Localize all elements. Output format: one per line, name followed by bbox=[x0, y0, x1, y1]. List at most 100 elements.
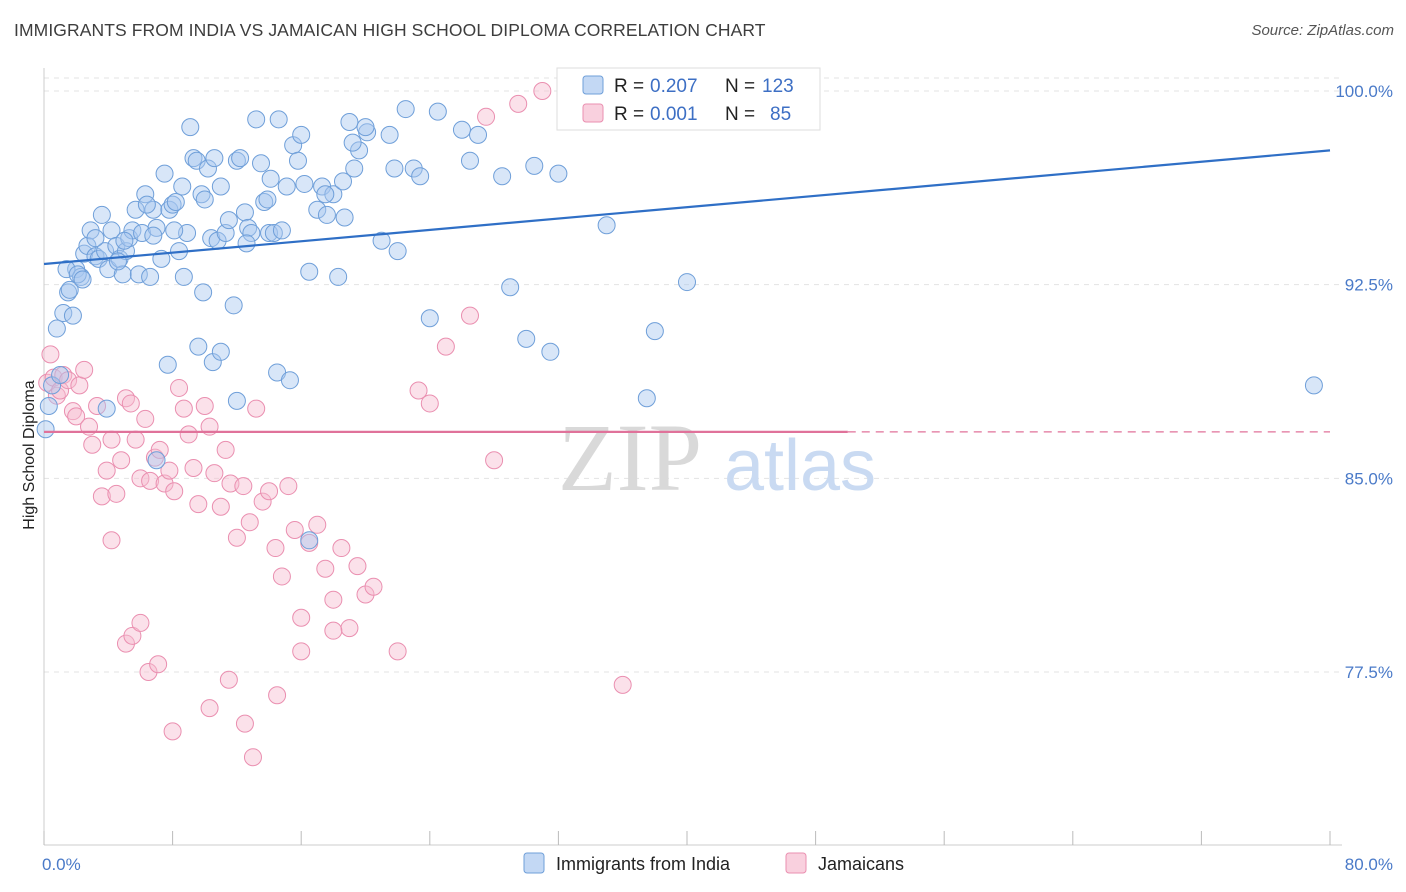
jamaicans-point bbox=[308, 515, 327, 534]
jamaicans-point bbox=[324, 621, 343, 640]
jamaicans-point bbox=[316, 559, 335, 578]
india-point bbox=[637, 389, 656, 408]
india-point bbox=[380, 125, 399, 144]
india-point bbox=[549, 164, 568, 183]
india-point bbox=[335, 208, 354, 227]
jamaicans-point bbox=[235, 714, 254, 733]
india-point bbox=[247, 110, 266, 129]
india-point bbox=[211, 177, 230, 196]
jamaicans-point bbox=[75, 360, 94, 379]
india-point bbox=[158, 355, 177, 374]
y-axis-label: High School Diploma bbox=[21, 380, 38, 530]
jamaicans-point bbox=[272, 567, 291, 586]
jamaicans-point bbox=[388, 642, 407, 661]
india-point bbox=[295, 174, 314, 193]
india-point bbox=[227, 391, 246, 410]
india-point bbox=[460, 151, 479, 170]
india-point bbox=[469, 125, 488, 144]
india-point bbox=[155, 164, 174, 183]
india-point bbox=[184, 149, 203, 168]
series-india-points bbox=[36, 100, 1323, 550]
india-point bbox=[343, 133, 362, 152]
jamaicans-point bbox=[165, 482, 184, 501]
legend-india-n-value: 123 bbox=[762, 76, 794, 97]
india-point bbox=[224, 296, 243, 315]
india-point bbox=[133, 224, 152, 243]
jamaicans-point bbox=[141, 471, 160, 490]
bottom-legend-jamaicans-swatch bbox=[785, 852, 807, 874]
india-point bbox=[99, 260, 118, 279]
jamaicans-point bbox=[324, 590, 343, 609]
india-point bbox=[189, 337, 208, 356]
india-point bbox=[428, 102, 447, 121]
india-point bbox=[525, 156, 544, 175]
india-point bbox=[173, 177, 192, 196]
bottom-legend-india-swatch bbox=[523, 852, 545, 874]
jamaicans-point bbox=[205, 464, 224, 483]
jamaicans-point bbox=[97, 461, 116, 480]
india-point bbox=[39, 397, 58, 416]
india-point bbox=[396, 100, 415, 119]
india-point bbox=[345, 159, 364, 178]
india-point bbox=[194, 283, 213, 302]
jamaicans-point bbox=[292, 642, 311, 661]
india-point bbox=[231, 149, 250, 168]
india-point bbox=[163, 195, 182, 214]
jamaicans-point bbox=[102, 531, 121, 550]
bottom-legend-jamaicans-label: Jamaicans bbox=[818, 854, 904, 874]
jamaicans-point bbox=[409, 381, 428, 400]
jamaicans-point bbox=[279, 477, 298, 496]
watermark-zip: ZIP bbox=[558, 404, 702, 511]
india-point bbox=[239, 218, 258, 237]
legend-bottom: Immigrants from India Jamaicans bbox=[523, 852, 904, 874]
india-point bbox=[1304, 376, 1323, 395]
india-point bbox=[211, 342, 230, 361]
india-point bbox=[92, 205, 111, 224]
india-point bbox=[237, 234, 256, 253]
jamaicans-point bbox=[116, 634, 135, 653]
x-tick-labels: 0.0% 80.0% bbox=[42, 855, 1393, 874]
jamaicans-point bbox=[179, 425, 198, 444]
jamaicans-point bbox=[102, 430, 121, 449]
jamaicans-point bbox=[260, 482, 279, 501]
jamaicans-point bbox=[139, 662, 158, 681]
legend-india-r-label: R = bbox=[614, 76, 644, 97]
jamaicans-point bbox=[485, 451, 504, 470]
watermark-atlas: atlas bbox=[724, 426, 876, 506]
india-point bbox=[300, 262, 319, 281]
jamaicans-point bbox=[460, 306, 479, 325]
jamaicans-point bbox=[340, 619, 359, 638]
jamaicans-point bbox=[240, 513, 259, 532]
india-point bbox=[493, 167, 512, 186]
india-point bbox=[147, 451, 166, 470]
jamaicans-point bbox=[92, 487, 111, 506]
india-point bbox=[372, 231, 391, 250]
jamaicans-point bbox=[285, 520, 304, 539]
jamaicans-point bbox=[234, 477, 253, 496]
jamaicans-point bbox=[160, 461, 179, 480]
legend-india-r-value: 0.207 bbox=[650, 76, 698, 97]
jamaicans-point bbox=[266, 539, 285, 558]
india-point bbox=[97, 399, 116, 418]
legend-jamaicans-swatch bbox=[582, 103, 604, 123]
india-point bbox=[645, 322, 664, 341]
india-point bbox=[195, 190, 214, 209]
india-point bbox=[108, 252, 127, 271]
india-point bbox=[166, 193, 185, 212]
chart-title: IMMIGRANTS FROM INDIA VS JAMAICAN HIGH S… bbox=[14, 20, 766, 40]
jamaicans-point bbox=[174, 399, 193, 418]
india-point bbox=[181, 118, 200, 137]
india-point bbox=[141, 267, 160, 286]
india-point bbox=[255, 193, 274, 212]
jamaicans-point bbox=[211, 497, 230, 516]
y-tick-label: 77.5% bbox=[1345, 663, 1393, 682]
jamaicans-point bbox=[170, 378, 189, 397]
grid-lines bbox=[44, 77, 1342, 673]
india-point bbox=[329, 267, 348, 286]
jamaicans-point bbox=[533, 81, 552, 100]
india-point bbox=[242, 224, 261, 243]
jamaicans-point bbox=[253, 492, 272, 511]
x-tick-label-max: 80.0% bbox=[1345, 855, 1393, 874]
india-point bbox=[47, 319, 66, 338]
